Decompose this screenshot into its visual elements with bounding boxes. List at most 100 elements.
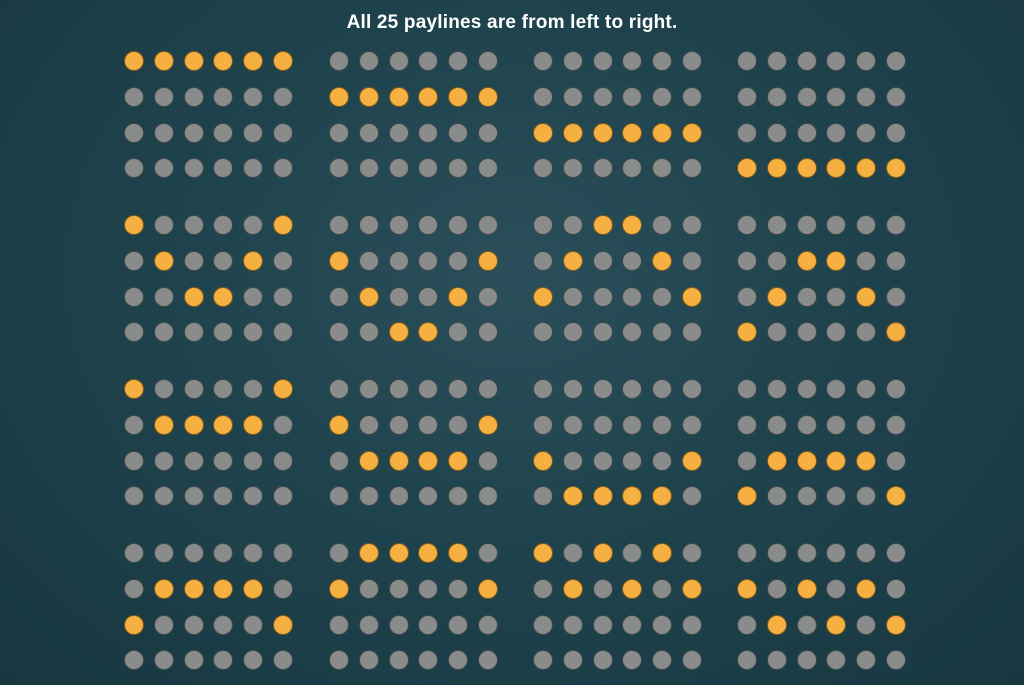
inactive-position-dot: [329, 486, 349, 507]
inactive-position-dot: [273, 286, 293, 307]
active-position-dot: [124, 215, 144, 235]
inactive-position-dot: [856, 650, 877, 671]
inactive-position-dot: [418, 122, 439, 143]
payline-pattern: [737, 51, 906, 179]
active-position-dot: [478, 250, 498, 271]
active-position-dot: [358, 286, 379, 307]
active-position-dot: [478, 578, 498, 599]
active-position-dot: [329, 250, 349, 271]
active-position-dot: [418, 450, 439, 471]
active-position-dot: [562, 250, 583, 271]
inactive-position-dot: [243, 86, 264, 107]
inactive-position-dot: [737, 450, 757, 471]
active-position-dot: [826, 614, 847, 635]
inactive-position-dot: [886, 122, 906, 143]
inactive-position-dot: [737, 122, 757, 143]
inactive-position-dot: [358, 122, 379, 143]
inactive-position-dot: [766, 379, 787, 399]
active-position-dot: [329, 578, 349, 599]
active-position-dot: [533, 286, 553, 307]
active-position-dot: [243, 250, 264, 271]
inactive-position-dot: [243, 215, 264, 235]
inactive-position-dot: [533, 51, 553, 71]
inactive-position-dot: [183, 122, 204, 143]
active-position-dot: [886, 614, 906, 635]
active-position-dot: [856, 578, 877, 599]
inactive-position-dot: [243, 322, 264, 343]
inactive-position-dot: [592, 650, 613, 671]
inactive-position-dot: [886, 578, 906, 599]
inactive-position-dot: [766, 322, 787, 343]
inactive-position-dot: [592, 158, 613, 179]
inactive-position-dot: [796, 122, 817, 143]
active-position-dot: [183, 51, 204, 71]
payline-pattern: [124, 543, 293, 671]
inactive-position-dot: [533, 486, 553, 507]
active-position-dot: [682, 578, 702, 599]
inactive-position-dot: [826, 543, 847, 563]
inactive-position-dot: [533, 578, 553, 599]
inactive-position-dot: [562, 379, 583, 399]
inactive-position-dot: [329, 543, 349, 563]
inactive-position-dot: [124, 158, 144, 179]
inactive-position-dot: [682, 614, 702, 635]
inactive-position-dot: [124, 322, 144, 343]
payline-pattern: [737, 379, 906, 507]
inactive-position-dot: [737, 614, 757, 635]
inactive-position-dot: [358, 414, 379, 435]
inactive-position-dot: [856, 322, 877, 343]
inactive-position-dot: [826, 122, 847, 143]
inactive-position-dot: [243, 450, 264, 471]
inactive-position-dot: [448, 379, 469, 399]
active-position-dot: [358, 450, 379, 471]
inactive-position-dot: [766, 215, 787, 235]
active-position-dot: [273, 215, 293, 235]
inactive-position-dot: [124, 578, 144, 599]
active-position-dot: [737, 486, 757, 507]
active-position-dot: [183, 414, 204, 435]
inactive-position-dot: [533, 158, 553, 179]
inactive-position-dot: [562, 286, 583, 307]
page-title: All 25 paylines are from left to right.: [346, 12, 678, 33]
inactive-position-dot: [213, 450, 234, 471]
inactive-position-dot: [153, 543, 174, 563]
inactive-position-dot: [622, 250, 643, 271]
active-position-dot: [478, 414, 498, 435]
inactive-position-dot: [533, 414, 553, 435]
inactive-position-dot: [592, 322, 613, 343]
inactive-position-dot: [243, 650, 264, 671]
active-position-dot: [682, 286, 702, 307]
inactive-position-dot: [737, 650, 757, 671]
active-position-dot: [448, 543, 469, 563]
inactive-position-dot: [273, 578, 293, 599]
active-position-dot: [766, 450, 787, 471]
inactive-position-dot: [273, 414, 293, 435]
inactive-position-dot: [533, 379, 553, 399]
inactive-position-dot: [124, 122, 144, 143]
inactive-position-dot: [766, 650, 787, 671]
inactive-position-dot: [388, 158, 409, 179]
active-position-dot: [153, 578, 174, 599]
inactive-position-dot: [153, 215, 174, 235]
active-position-dot: [886, 158, 906, 179]
active-position-dot: [652, 543, 673, 563]
inactive-position-dot: [153, 122, 174, 143]
active-position-dot: [478, 86, 498, 107]
active-position-dot: [533, 450, 553, 471]
active-position-dot: [592, 122, 613, 143]
inactive-position-dot: [153, 650, 174, 671]
active-position-dot: [358, 86, 379, 107]
inactive-position-dot: [388, 486, 409, 507]
inactive-position-dot: [124, 486, 144, 507]
active-position-dot: [826, 450, 847, 471]
active-position-dot: [592, 486, 613, 507]
inactive-position-dot: [243, 543, 264, 563]
active-position-dot: [213, 51, 234, 71]
inactive-position-dot: [886, 450, 906, 471]
inactive-position-dot: [737, 215, 757, 235]
active-position-dot: [796, 578, 817, 599]
inactive-position-dot: [273, 543, 293, 563]
inactive-position-dot: [418, 286, 439, 307]
inactive-position-dot: [796, 614, 817, 635]
inactive-position-dot: [329, 614, 349, 635]
